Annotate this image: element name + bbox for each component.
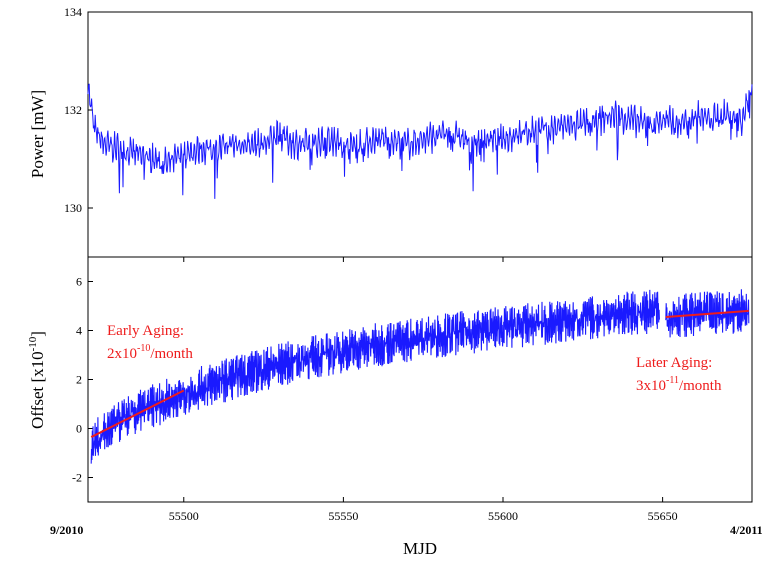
offset-axis-label-end: ]	[28, 331, 47, 337]
date-left-label: 9/2010	[50, 523, 83, 537]
bottom-y-ticks: -2 0 2 4 6	[72, 275, 93, 485]
y-tick-label: 134	[64, 5, 82, 19]
later-aging-exp: -11	[666, 375, 679, 386]
power-line	[87, 83, 753, 199]
aging-fit-lines	[90, 309, 749, 438]
power-series	[87, 83, 753, 199]
y-tick-label: 132	[64, 103, 82, 117]
y-tick-label: 4	[76, 324, 82, 338]
offset-axis-label-main: Offset [x10	[28, 351, 47, 429]
offset-line-2	[665, 289, 750, 338]
offset-line-1	[90, 289, 660, 464]
early-aging-prefix: 2x10	[107, 346, 137, 362]
later-aging-fit-line	[665, 309, 749, 319]
later-aging-title: Later Aging:	[636, 355, 712, 371]
early-aging-title: Early Aging:	[107, 323, 184, 339]
early-aging-exp: -10	[137, 343, 150, 354]
date-right-label: 4/2011	[730, 523, 763, 537]
x-axis-label: MJD	[403, 539, 437, 558]
y-tick-label: 2	[76, 373, 82, 387]
power-axis-label: Power [mW]	[28, 90, 47, 178]
x-tick-label: 55500	[169, 509, 199, 523]
y-tick-label: 0	[76, 422, 82, 436]
later-aging-rate: 3x10-11/month	[636, 375, 722, 394]
offset-axis-label: Offset [x10-10]	[27, 331, 47, 429]
early-aging-suffix: /month	[150, 346, 193, 362]
early-aging-fit-line	[90, 389, 185, 438]
later-aging-prefix: 3x10	[636, 378, 666, 394]
y-tick-label: 6	[76, 275, 82, 289]
top-y-ticks: 130 132 134	[64, 5, 93, 215]
x-tick-label: 55550	[328, 509, 358, 523]
x-ticks: 55500 55550 55600 55650	[169, 257, 678, 523]
offset-axis-label-exp: -10	[27, 336, 39, 351]
later-aging-suffix: /month	[679, 378, 722, 394]
y-tick-label: -2	[72, 471, 82, 485]
x-tick-label: 55600	[488, 509, 518, 523]
early-aging-rate: 2x10-10/month	[107, 343, 193, 362]
x-tick-label: 55650	[648, 509, 678, 523]
y-tick-label: 130	[64, 201, 82, 215]
offset-series	[90, 289, 750, 464]
